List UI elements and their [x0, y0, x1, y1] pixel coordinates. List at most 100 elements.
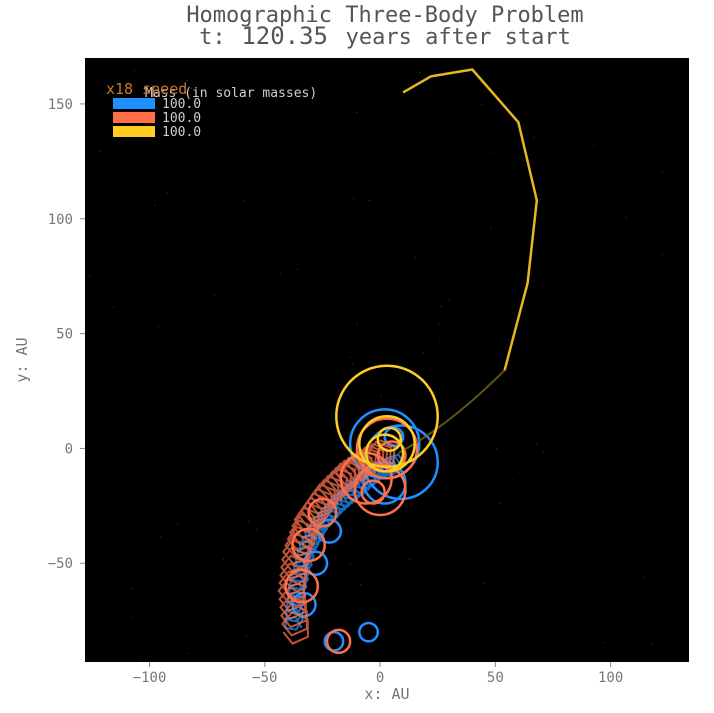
- star: [349, 356, 351, 359]
- chart-title-line2: t: 120.35 years after start: [199, 22, 571, 50]
- star: [661, 171, 663, 173]
- y-tick-label: 150: [48, 97, 73, 113]
- star: [439, 340, 441, 342]
- star: [368, 199, 370, 202]
- star: [157, 325, 159, 327]
- star: [352, 363, 354, 365]
- title-prefix: t:: [199, 25, 226, 50]
- star: [166, 192, 168, 194]
- star: [296, 268, 299, 271]
- trail-path: [402, 68, 539, 371]
- star: [177, 524, 179, 526]
- legend: Mass (in solar masses) x18 speed 100.010…: [106, 80, 317, 140]
- star: [495, 448, 497, 450]
- legend-entry-label: 100.0: [162, 125, 201, 140]
- orbit-loop: [335, 364, 439, 469]
- orbit-loop: [325, 628, 352, 655]
- star: [661, 253, 663, 255]
- star: [533, 137, 535, 139]
- star: [349, 563, 351, 566]
- star: [190, 87, 193, 89]
- star: [88, 274, 90, 276]
- star: [644, 577, 646, 579]
- star: [99, 150, 101, 152]
- star: [651, 643, 653, 645]
- star: [256, 529, 258, 531]
- star: [133, 70, 136, 72]
- x-tick-label: 50: [487, 670, 504, 686]
- x-axis: −100 −50 0 50 100: [133, 662, 623, 686]
- star: [187, 652, 189, 654]
- x-axis-label: x: AU: [364, 685, 409, 703]
- star: [385, 199, 387, 201]
- star: [159, 536, 162, 538]
- y-tick-label: −50: [48, 556, 73, 572]
- star: [356, 322, 358, 324]
- star: [481, 103, 483, 105]
- star: [154, 204, 156, 206]
- star: [490, 227, 492, 229]
- legend-entry-label: 100.0: [162, 111, 201, 126]
- body-trail-3: [335, 68, 539, 473]
- star: [131, 588, 134, 590]
- star: [490, 152, 492, 155]
- star: [243, 200, 246, 202]
- star: [214, 295, 216, 297]
- orbit-loop: [360, 479, 386, 505]
- orbit-trails: [277, 68, 539, 655]
- star: [408, 559, 411, 561]
- star: [132, 616, 134, 619]
- star: [593, 145, 595, 147]
- star: [511, 478, 513, 481]
- star: [438, 323, 440, 326]
- y-axis-label: y: AU: [13, 337, 31, 382]
- star: [353, 197, 355, 200]
- star: [542, 451, 544, 453]
- star: [414, 256, 417, 259]
- star: [422, 351, 425, 353]
- trail-path: [277, 439, 396, 645]
- star: [228, 591, 230, 593]
- legend-swatch: [113, 98, 155, 109]
- x-tick-label: −100: [133, 670, 167, 686]
- legend-entry-label: 100.0: [162, 97, 201, 112]
- star: [602, 642, 605, 644]
- chart-title-line1: Homographic Three-Body Problem: [186, 3, 583, 28]
- y-tick-label: 100: [48, 212, 73, 228]
- title-time: 120.35: [241, 22, 328, 50]
- star: [448, 300, 450, 302]
- orbit-loop: [307, 497, 338, 528]
- speed-label: x18 speed: [106, 80, 187, 98]
- y-tick-label: 50: [56, 327, 73, 343]
- star: [279, 273, 282, 275]
- orbit-loop: [358, 621, 380, 643]
- star: [380, 396, 382, 398]
- star: [337, 389, 339, 391]
- star: [247, 520, 249, 522]
- title-suffix: years after start: [346, 25, 571, 50]
- starfield: [88, 70, 663, 657]
- star: [359, 584, 362, 586]
- orbit-loop: [302, 550, 329, 576]
- x-tick-label: 0: [376, 670, 384, 686]
- orbit-loop: [365, 433, 405, 473]
- orbit-loop: [355, 417, 419, 480]
- star: [419, 71, 421, 74]
- orbit-loop: [291, 527, 327, 563]
- star: [625, 217, 627, 219]
- trail-fade: [398, 369, 506, 454]
- orbit-loop: [284, 568, 320, 604]
- x-tick-label: 100: [598, 670, 623, 686]
- star: [483, 582, 485, 584]
- star: [245, 635, 247, 637]
- legend-swatch: [113, 126, 155, 137]
- star: [223, 559, 225, 561]
- star: [440, 305, 442, 307]
- legend-swatch: [113, 112, 155, 123]
- x-tick-label: −50: [252, 670, 277, 686]
- body-trail-2: [277, 417, 419, 655]
- y-axis: −50 0 50 100 150: [48, 97, 85, 572]
- plot-area: [85, 58, 689, 662]
